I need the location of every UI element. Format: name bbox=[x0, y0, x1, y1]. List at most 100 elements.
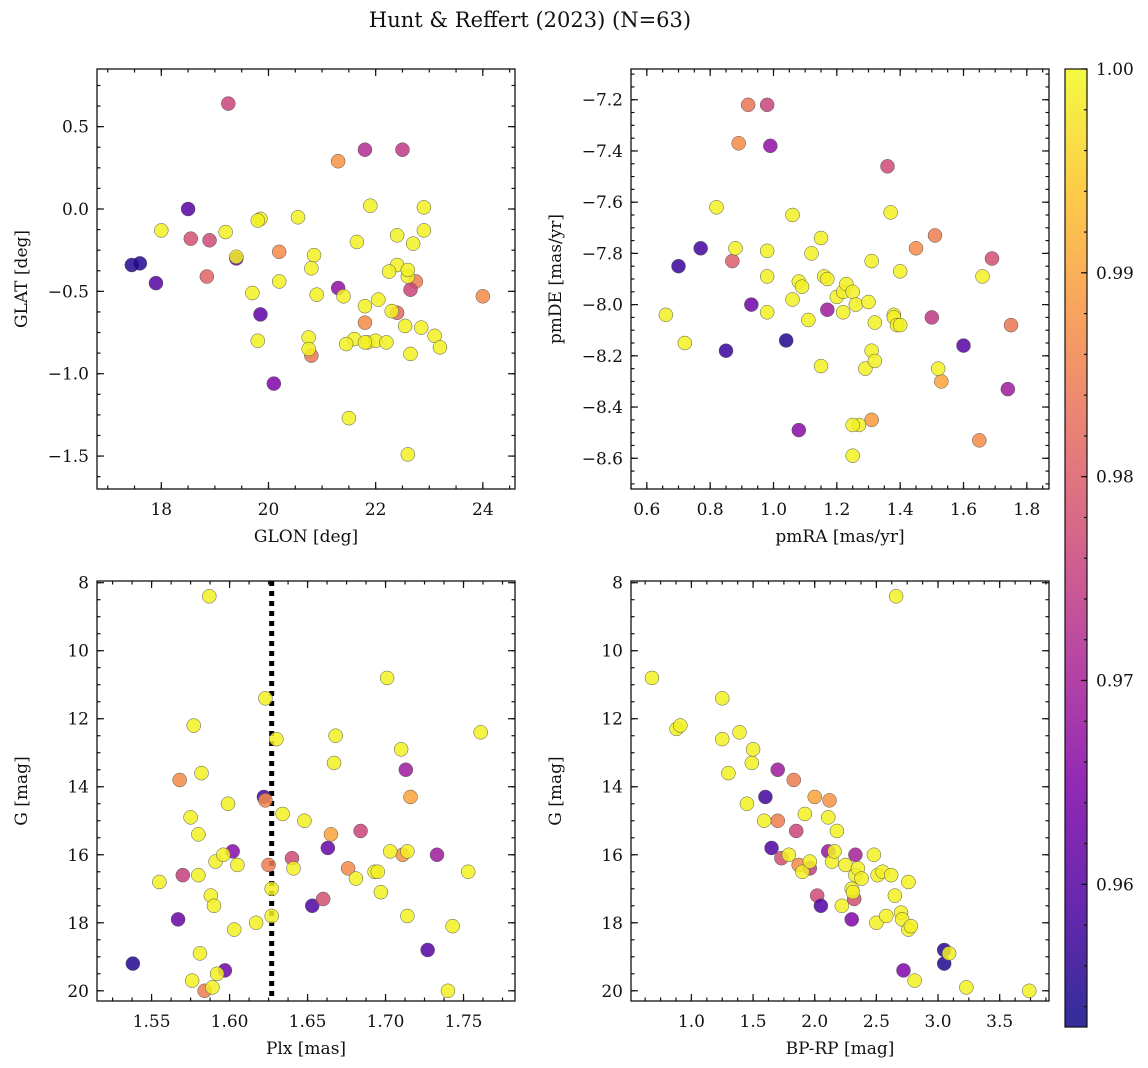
y-tick-label: −1.0 bbox=[48, 365, 89, 385]
scatter-point bbox=[304, 261, 319, 276]
y-tick-label: 8 bbox=[612, 574, 623, 594]
scatter-point bbox=[845, 884, 861, 900]
x-tick-label: 20 bbox=[258, 500, 280, 520]
scatter-point bbox=[848, 297, 864, 312]
scatter-point bbox=[403, 789, 418, 805]
y-tick-label: 16 bbox=[601, 846, 623, 866]
scatter-point bbox=[693, 241, 708, 256]
scatter-point bbox=[271, 244, 287, 260]
scatter-point bbox=[794, 279, 810, 294]
scatter-point bbox=[440, 983, 456, 999]
y-tick-label: −7.6 bbox=[582, 193, 623, 213]
scatter-point bbox=[264, 908, 279, 924]
x-tick-label: 18 bbox=[150, 500, 172, 520]
scatter-point bbox=[398, 762, 414, 777]
scatter-point bbox=[845, 284, 860, 300]
scatter-point bbox=[927, 228, 943, 243]
axes-frame bbox=[96, 68, 516, 490]
scatter-point bbox=[264, 881, 279, 897]
scatter-point bbox=[357, 315, 373, 330]
figure-title: Hunt & Reffert (2023) (N=63) bbox=[369, 8, 691, 32]
y-axis-label: G [mag] bbox=[12, 756, 32, 825]
scatter-point bbox=[297, 813, 312, 829]
scatter-point bbox=[714, 731, 730, 747]
x-tick-label: 3.5 bbox=[986, 1012, 1013, 1032]
scatter-point bbox=[154, 223, 169, 238]
scatter-point bbox=[807, 789, 822, 805]
scatter-point bbox=[835, 305, 851, 320]
scatter-point bbox=[673, 718, 688, 733]
scatter-point bbox=[759, 243, 775, 259]
scatter-point bbox=[245, 285, 260, 301]
axes-frame bbox=[630, 580, 1050, 1002]
scatter-point bbox=[338, 336, 354, 352]
scatter-point bbox=[740, 97, 756, 113]
scatter-point bbox=[363, 198, 378, 213]
scatter-point bbox=[864, 253, 879, 269]
scatter-point bbox=[785, 207, 800, 223]
scatter-point bbox=[721, 765, 736, 781]
scatter-point bbox=[827, 844, 842, 859]
scatter-point bbox=[357, 335, 373, 350]
scatter-point bbox=[908, 241, 924, 256]
scatter-point bbox=[403, 346, 418, 362]
scatter-point bbox=[867, 353, 883, 369]
scatter-point bbox=[892, 317, 908, 333]
y-tick-label: −7.2 bbox=[582, 91, 623, 111]
scatter-point bbox=[199, 269, 215, 284]
scatter-point bbox=[429, 847, 445, 863]
scatter-point bbox=[172, 772, 187, 788]
scatter-point bbox=[1003, 317, 1019, 333]
scatter-point bbox=[861, 294, 876, 310]
scatter-point bbox=[934, 374, 949, 389]
scatter-point bbox=[349, 234, 365, 250]
scatter-point bbox=[744, 297, 759, 312]
x-tick-label: 3.0 bbox=[925, 1012, 952, 1032]
scatter-point bbox=[867, 315, 883, 330]
scatter-point bbox=[290, 209, 306, 225]
scatter-point bbox=[266, 376, 282, 391]
x-tick-label: 1.2 bbox=[823, 500, 850, 520]
scatter-point bbox=[220, 796, 236, 812]
x-tick-label: 0.8 bbox=[697, 500, 724, 520]
scatter-point bbox=[379, 335, 394, 350]
y-tick-label: 0.0 bbox=[62, 200, 89, 220]
scatter-point bbox=[286, 861, 301, 876]
scatter-point bbox=[250, 213, 266, 228]
colorbar-frame bbox=[1064, 68, 1088, 1028]
scatter-point bbox=[725, 253, 740, 269]
scatter-point bbox=[888, 589, 904, 604]
scatter-points bbox=[124, 96, 491, 462]
y-tick-label: −8.4 bbox=[582, 398, 623, 418]
scatter-point bbox=[323, 827, 339, 842]
scatter-point bbox=[192, 946, 208, 961]
scatter-point bbox=[795, 864, 810, 880]
scatter-point bbox=[844, 912, 859, 927]
scatter-point bbox=[261, 857, 276, 873]
scatter-point bbox=[880, 159, 895, 174]
scatter-point bbox=[416, 200, 432, 215]
scatter-point bbox=[330, 153, 346, 169]
x-tick-label: 1.65 bbox=[289, 1012, 327, 1032]
scatter-point bbox=[785, 292, 800, 307]
scatter-point bbox=[959, 980, 974, 995]
scatter-point bbox=[473, 725, 488, 740]
colorbar-tick-label: 0.98 bbox=[1096, 468, 1134, 488]
scatter-point bbox=[801, 312, 816, 328]
colorbar-gradient bbox=[1065, 69, 1087, 1027]
y-tick-label: 20 bbox=[601, 982, 623, 1002]
scatter-point bbox=[956, 338, 971, 353]
scatter-point bbox=[821, 810, 836, 825]
y-tick-label: −8.0 bbox=[582, 296, 623, 316]
scatter-point bbox=[229, 249, 244, 265]
x-tick-label: 1.75 bbox=[445, 1012, 483, 1032]
scatter-point bbox=[718, 343, 734, 358]
scatter-point bbox=[183, 231, 199, 246]
scatter-point bbox=[216, 847, 231, 863]
scatter-point bbox=[258, 793, 273, 808]
panel-pmra-pmde: 0.6 0.8 1.0 1.2 1.4 1.6 1.8 −8.6 −8.4 −8.2 −8.0 −7.… bbox=[546, 68, 1050, 547]
scatter-point bbox=[416, 223, 432, 238]
scatter-point bbox=[714, 691, 730, 706]
x-tick-label: 1.0 bbox=[760, 500, 787, 520]
scatter-point bbox=[972, 433, 987, 448]
